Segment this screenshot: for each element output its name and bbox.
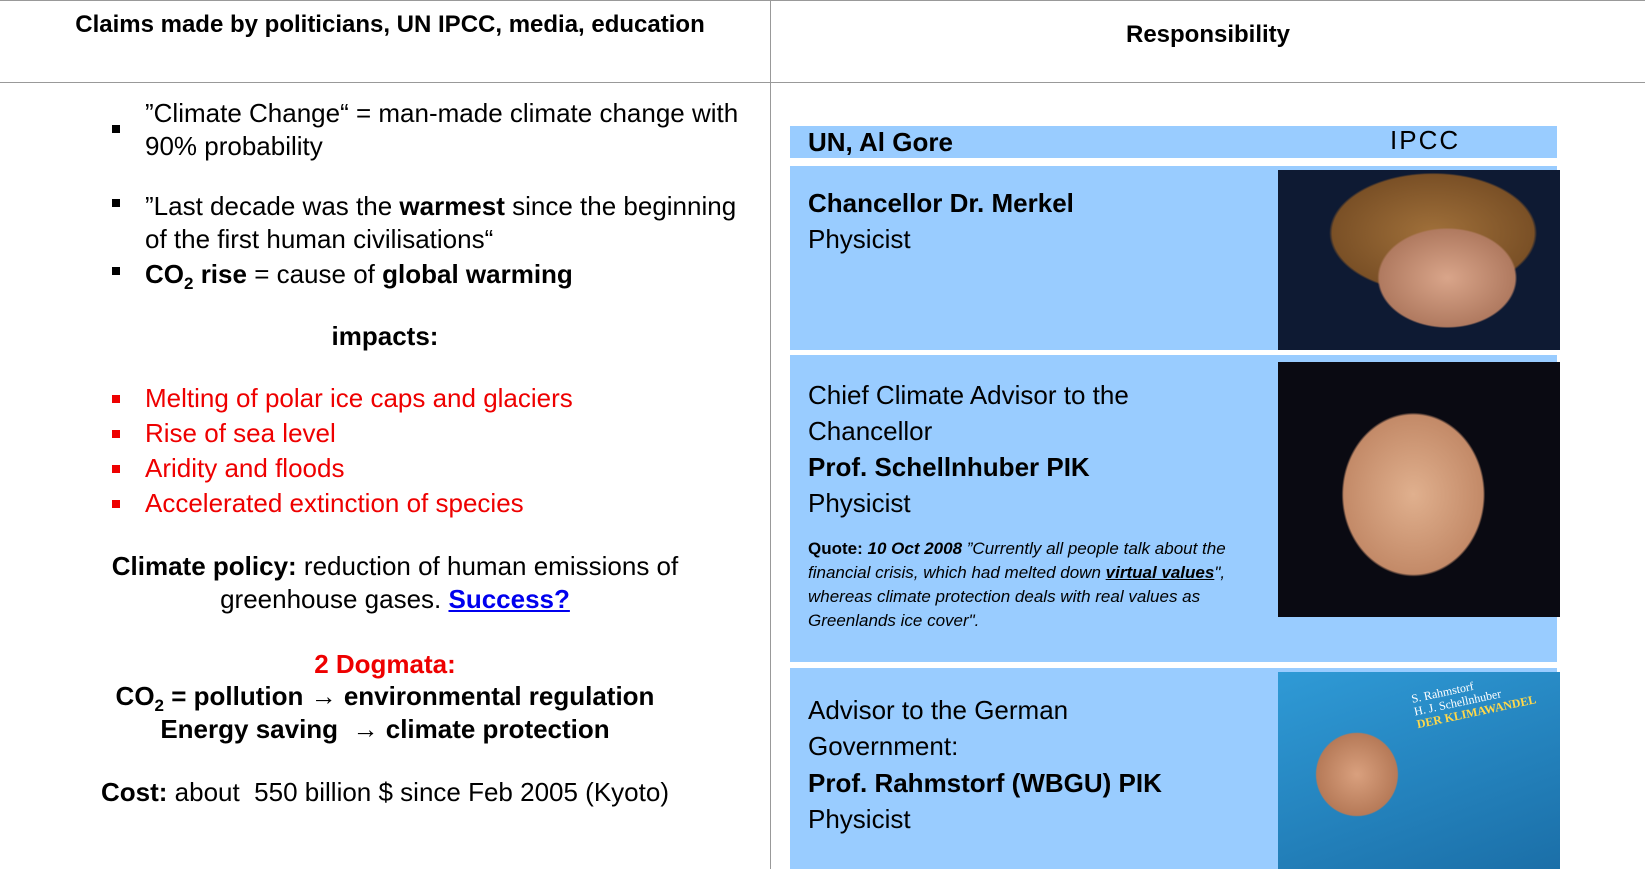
impact-item: Melting of polar ice caps and glaciers [145,382,765,415]
table-column-divider [770,0,771,869]
panel: Chief Climate Advisor to the Chancellor … [790,355,1557,662]
climate-policy: Climate policy: reduction of human emiss… [70,550,720,616]
text-bold: warmest [399,191,505,221]
text: about 550 billion $ since Feb 2005 (Kyot… [167,777,669,807]
photo [1278,362,1560,617]
page: Claims made by politicians, UN IPCC, med… [0,0,1645,869]
text: = pollution → environmental regulation [164,681,654,711]
text-bold: Cost: [101,777,167,807]
claim-text: CO2 rise = cause of global warming [145,258,765,300]
panel: UN, Al Gore IPCC [790,126,1557,158]
dogma: Energy saving → climate protection [0,713,770,746]
text: = cause of [247,259,382,289]
panel-role: Physicist [808,485,911,521]
dogmata-title: 2 Dogmata: [0,648,770,681]
text-bold: virtual values [1106,563,1215,582]
photo [1278,170,1560,350]
table-header-divider [0,82,1645,83]
panel-name: Prof. Schellnhuber PIK [808,449,1090,485]
text-bold: CO [145,259,184,289]
impact-item: Aridity and floods [145,452,765,485]
text: CO [116,681,155,711]
bullet [112,125,120,133]
book-cover: S. Rahmstorf H. J. Schellnhuber DER KLIM… [1410,672,1537,731]
table-border-top [0,0,1645,1]
text-bold: rise [193,259,247,289]
text-bold: Climate policy: [112,551,297,581]
text-bold: global warming [382,259,573,289]
panel: Chancellor Dr. Merkel Physicist [790,166,1557,350]
panel-name: Prof. Rahmstorf (WBGU) PIK [808,765,1162,801]
panel-role: Physicist [808,801,911,837]
bullet [112,465,120,473]
panel-title: Advisor to the German Government: [808,692,1168,764]
text-bold: Quote: [808,539,863,558]
panel-org: IPCC [1390,122,1460,158]
text: ”Climate Change“ = man-made climate chan… [145,98,738,161]
claim-text: ”Climate Change“ = man-made climate chan… [145,97,765,163]
header-left: Claims made by politicians, UN IPCC, med… [40,10,740,40]
panel-name: Chancellor Dr. Merkel [808,185,1074,221]
impact-item: Accelerated extinction of species [145,487,765,520]
panel-name: UN, Al Gore [808,124,953,160]
bullet [112,395,120,403]
text-bold: 10 Oct 2008 [868,539,963,558]
quote: Quote: 10 Oct 2008 ”Currently all people… [808,537,1278,633]
bullet [112,430,120,438]
panel: Advisor to the German Government: Prof. … [790,668,1557,869]
photo: S. Rahmstorf H. J. Schellnhuber DER KLIM… [1278,672,1560,869]
bullet [112,500,120,508]
bullet [112,199,120,207]
text: ”Last decade was the [145,191,399,221]
impacts-title: impacts: [0,320,770,353]
bullet [112,267,120,275]
panel-role: Physicist [808,221,911,257]
header-right: Responsibility [771,20,1645,50]
success-link[interactable]: Success? [448,584,569,614]
panel-title: Chief Climate Advisor to the Chancellor [808,377,1228,449]
impact-item: Rise of sea level [145,417,765,450]
cost: Cost: about 550 billion $ since Feb 2005… [0,776,770,809]
claim-text: ”Last decade was the warmest since the b… [145,190,765,256]
